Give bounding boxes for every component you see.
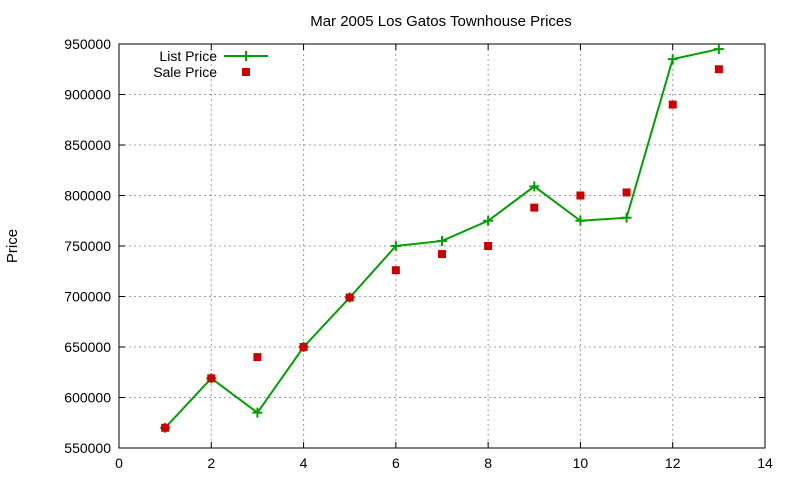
series-1-point	[161, 423, 170, 432]
series-0-point	[529, 181, 540, 192]
series-1-point	[391, 266, 400, 275]
y-tick-label: 950000	[64, 36, 111, 52]
x-tick-label: 0	[115, 455, 123, 471]
series-0-point	[390, 241, 401, 251]
x-tick-label: 6	[392, 455, 400, 471]
series-layer	[160, 44, 724, 433]
x-tick-label: 12	[665, 455, 681, 471]
x-tick-label: 4	[300, 455, 308, 471]
y-tick-label: 750000	[64, 238, 111, 254]
y-tick-label: 600000	[64, 390, 111, 406]
y-tick-label: 800000	[64, 188, 111, 204]
y-tick-label: 550000	[64, 440, 111, 456]
y-axis-label: Price	[4, 229, 21, 263]
series-0-point	[621, 212, 632, 223]
axis-ticks: 0 2 4 6 8 10 12 14 550000 600000 650000 700000 75000…	[64, 36, 773, 471]
series-1-point	[622, 188, 631, 197]
chart-title: Mar 2005 Los Gatos Townhouse Prices	[310, 13, 572, 30]
series-1-point	[345, 293, 354, 302]
series-0-point	[437, 235, 447, 246]
legend-label: List Price	[159, 48, 217, 64]
y-tick-label: 850000	[64, 137, 111, 153]
series-1-point	[438, 250, 446, 259]
x-tick-label: 14	[757, 455, 773, 471]
series-1-point	[253, 353, 262, 362]
grid-lines	[119, 44, 765, 448]
legend-marker-plus	[241, 51, 251, 61]
x-tick-label: 10	[573, 455, 589, 471]
plot-frame	[118, 43, 766, 449]
series-0-point	[483, 215, 494, 226]
x-tick-label: 8	[484, 455, 492, 471]
x-tick-label: 2	[207, 455, 215, 471]
series-1-point	[484, 242, 493, 250]
series-1-point	[714, 65, 723, 74]
legend-marker-square	[242, 68, 250, 76]
series-1-point	[207, 374, 216, 383]
series-1-point	[530, 203, 539, 212]
y-tick-label: 900000	[64, 87, 111, 103]
series-0-point	[252, 407, 263, 418]
legend-label: Sale Price	[153, 64, 217, 80]
y-tick-label: 650000	[64, 339, 111, 355]
series-1-point	[576, 191, 585, 200]
y-tick-label: 700000	[64, 289, 111, 305]
series-0-point	[575, 215, 586, 226]
series-0-point	[713, 44, 724, 55]
series-0-point	[667, 54, 678, 65]
series-1-point	[668, 100, 677, 109]
series-1-point	[299, 343, 308, 351]
